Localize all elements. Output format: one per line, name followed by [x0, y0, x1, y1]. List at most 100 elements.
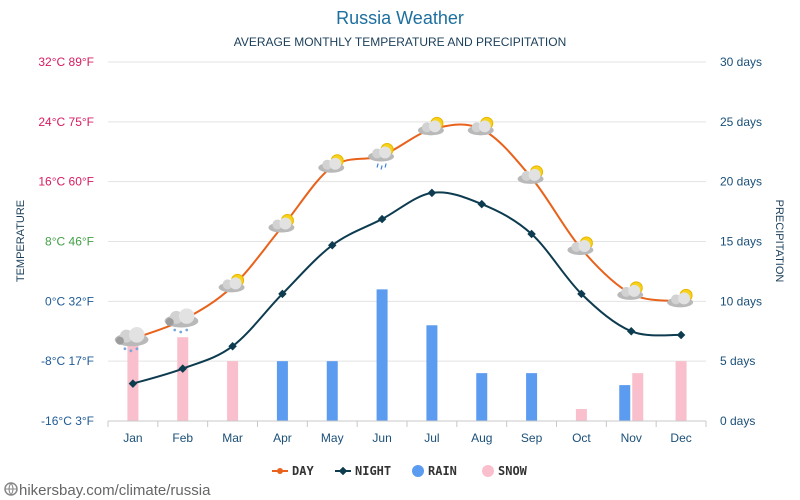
partly-sunny-icon — [667, 288, 694, 308]
left-tick-label: 24°C 75°F — [38, 115, 94, 129]
legend-item-snow[interactable]: SNOW — [482, 464, 528, 478]
month-label: Aug — [471, 431, 492, 445]
raindrop — [380, 165, 383, 170]
cloud-puff — [379, 146, 392, 159]
partly-sunny-icon — [467, 116, 494, 136]
night-point — [128, 379, 138, 388]
left-tick-label: -8°C 17°F — [41, 354, 94, 368]
partly-sunny-icon — [268, 214, 295, 233]
snowflake — [185, 328, 189, 332]
left-axis-title: TEMPERATURE — [15, 200, 27, 282]
night-point — [228, 341, 237, 351]
night-point — [427, 188, 437, 198]
snow-bar — [127, 337, 139, 421]
temperature-lines — [128, 123, 686, 388]
left-tick-label: 0°C 32°F — [45, 294, 94, 308]
right-tick-label: 15 days — [720, 235, 762, 249]
month-label: Jan — [123, 431, 142, 445]
cloud-puff — [178, 308, 195, 324]
rain-cloud-icon — [368, 142, 395, 170]
cloud-puff — [578, 239, 591, 252]
cloud-puff — [628, 284, 641, 297]
month-label: May — [321, 431, 344, 445]
partly-sunny-icon — [218, 273, 245, 293]
legend-label: RAIN — [428, 464, 457, 478]
cloud-puff — [528, 168, 541, 181]
grid-lines — [108, 61, 706, 422]
cloud-puff — [329, 157, 342, 170]
cloud-puff — [129, 327, 145, 343]
month-label: Feb — [172, 431, 193, 445]
snow-bar — [632, 373, 644, 421]
night-point — [377, 214, 387, 224]
month-label: Sep — [521, 431, 543, 445]
right-tick-label: 10 days — [720, 294, 762, 308]
left-tick-label: 8°C 46°F — [45, 235, 94, 249]
cloud-puff — [115, 336, 124, 345]
right-tick-label: 5 days — [720, 354, 755, 368]
source-text[interactable]: hikersbay.com/climate/russia — [19, 482, 211, 499]
snow-cloud-icon — [164, 308, 199, 334]
legend-marker — [338, 466, 348, 476]
night-point — [627, 327, 636, 336]
left-tick-label: -16°C 3°F — [41, 414, 94, 428]
legend-label: SNOW — [498, 464, 528, 478]
snow-bar — [177, 337, 189, 421]
legend-label: DAY — [292, 464, 314, 478]
snowflake — [129, 349, 133, 353]
snowflake — [173, 328, 177, 332]
right-tick-label: 0 days — [720, 414, 755, 428]
legend-item-day[interactable]: DAY — [272, 464, 314, 478]
left-tick-label: 16°C 60°F — [38, 175, 94, 189]
rain-bar — [276, 361, 288, 421]
raindrop — [376, 163, 379, 168]
snow-bar — [227, 361, 239, 421]
month-label: Oct — [572, 431, 591, 445]
rain-bar — [619, 385, 631, 421]
snow-bar — [575, 409, 587, 421]
chart-legend[interactable]: DAY NIGHT RAIN SNOW — [272, 464, 528, 478]
cloud-puff — [165, 318, 174, 327]
chart-subtitle: AVERAGE MONTHLY TEMPERATURE AND PRECIPIT… — [234, 35, 567, 49]
snowflake — [179, 330, 183, 334]
globe-icon-lines — [5, 482, 17, 496]
night-temperature-line — [132, 191, 682, 385]
cloud-puff — [478, 120, 491, 133]
source-link[interactable]: hikersbay.com/climate/russia — [4, 482, 211, 499]
rain-bar — [526, 373, 538, 421]
legend-item-rain[interactable]: RAIN — [412, 464, 457, 478]
month-label: Nov — [621, 431, 642, 445]
cloud-puff — [428, 120, 441, 133]
rain-bar — [476, 373, 488, 421]
partly-sunny-icon — [517, 165, 544, 184]
legend-item-night[interactable]: NIGHT — [335, 464, 391, 478]
month-label: Jul — [424, 431, 439, 445]
right-axis-title: PRECIPITATION — [773, 200, 785, 283]
night-point — [328, 240, 337, 250]
raindrop — [384, 163, 387, 168]
partly-sunny-icon — [617, 281, 644, 300]
night-point — [577, 289, 586, 299]
partly-sunny-icon — [318, 154, 345, 173]
snow-cloud-icon — [114, 327, 149, 353]
chart-title: Russia Weather — [336, 8, 464, 28]
night-point — [676, 330, 686, 340]
legend-label: NIGHT — [355, 464, 391, 478]
rain-bar — [426, 325, 438, 421]
cloud-puff — [229, 277, 242, 290]
left-tick-label: 32°C 89°F — [38, 55, 94, 69]
legend-marker — [277, 468, 283, 474]
night-point — [178, 364, 187, 373]
legend-dot — [412, 465, 424, 477]
partly-sunny-icon — [417, 116, 444, 136]
snow-bar — [675, 361, 687, 421]
partly-sunny-icon — [567, 236, 594, 255]
weather-icons — [114, 116, 694, 353]
month-label: Apr — [273, 431, 292, 445]
snowflake — [135, 347, 139, 351]
right-tick-label: 20 days — [720, 175, 762, 189]
axes: 32°C 89°F 24°C 75°F 16°C 60°F 8°C 46°F 0°C 3… — [38, 55, 762, 445]
month-label: Dec — [670, 431, 691, 445]
